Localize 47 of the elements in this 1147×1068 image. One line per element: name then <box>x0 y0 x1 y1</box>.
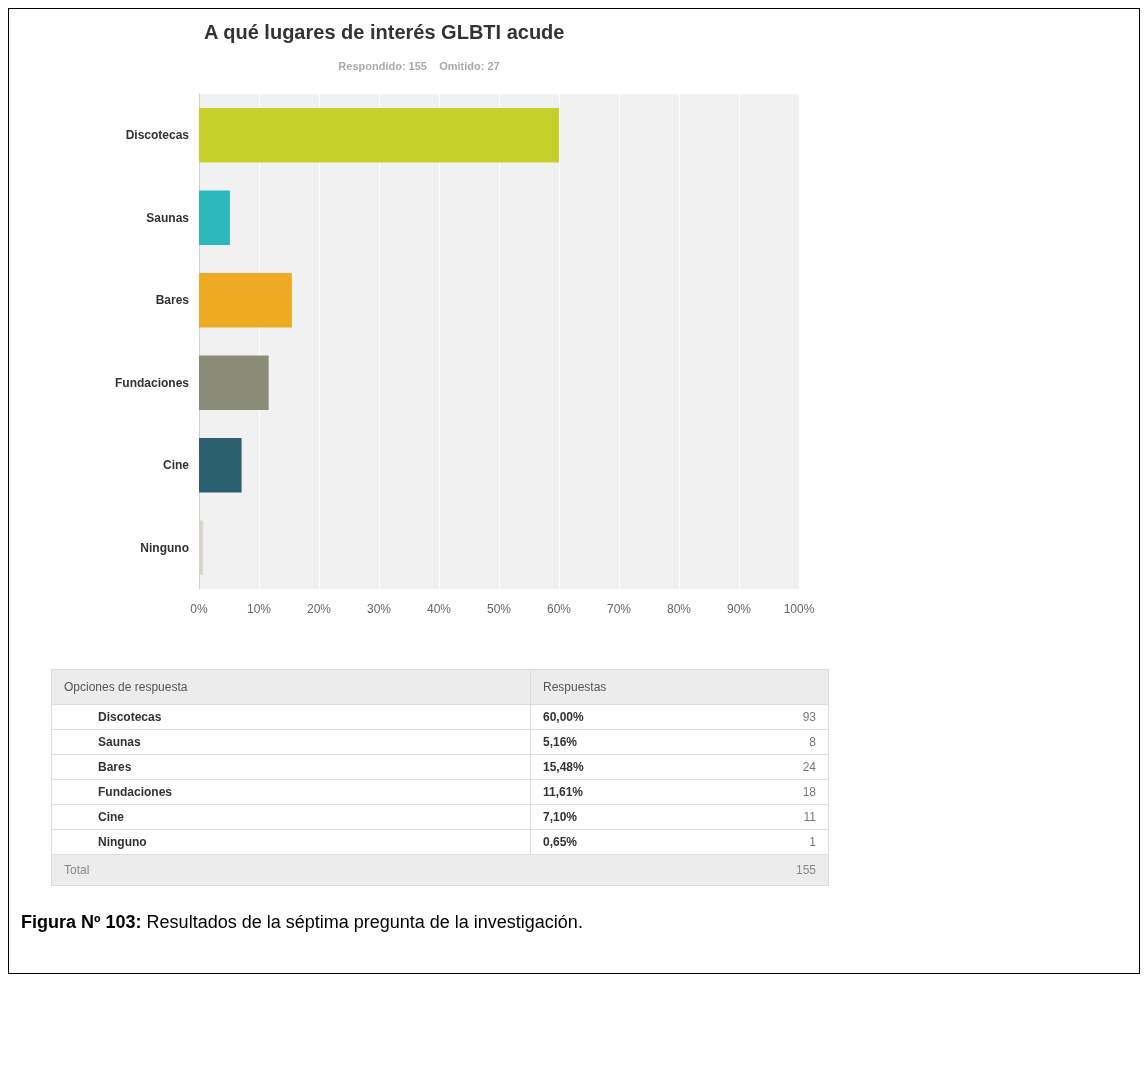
y-tick-label: Saunas <box>146 210 190 225</box>
bar <box>199 355 269 410</box>
x-tick-label: 70% <box>606 602 632 616</box>
x-tick-label: 30% <box>366 602 392 616</box>
x-tick-label: 50% <box>486 602 512 616</box>
y-tick-label: Cine <box>162 458 190 473</box>
text: 7,10% <box>543 810 578 824</box>
x-tick-label: 90% <box>726 602 752 616</box>
text: 11,61% <box>543 785 584 799</box>
category-label: Fundaciones <box>51 779 531 805</box>
text: 155 <box>707 854 829 886</box>
chart-title: A qué lugares de interés GLBTI acude <box>204 21 565 43</box>
data-label: 93 <box>707 704 829 730</box>
data-label: 1 <box>707 829 829 855</box>
y-tick-label: Bares <box>155 293 190 308</box>
text: Respuestas <box>530 669 829 705</box>
text: 60,00% <box>543 710 584 724</box>
data-label: 8 <box>707 729 829 755</box>
y-tick-label: Ninguno <box>140 540 189 555</box>
bar <box>199 190 230 245</box>
bar <box>199 273 292 328</box>
x-tick-label: 0% <box>190 602 208 616</box>
data-label: 18 <box>707 779 829 805</box>
bar <box>199 108 559 163</box>
text: 0,65% <box>543 835 578 849</box>
data-label: 24 <box>707 754 829 780</box>
x-tick-label: 60% <box>546 602 572 616</box>
data-label: 11 <box>707 804 829 830</box>
bar <box>199 438 242 493</box>
x-tick-label: 100% <box>783 602 815 616</box>
category-label: Cine <box>51 804 531 830</box>
category-label: Ninguno <box>51 829 531 855</box>
chart-subtitle: Respondido: 155 Omitido: 27 <box>338 59 500 72</box>
x-tick-label: 40% <box>426 602 452 616</box>
y-tick-label: Discotecas <box>125 128 190 143</box>
text: 5,16% <box>543 735 578 749</box>
x-tick-label: 10% <box>246 602 272 616</box>
y-tick-label: Fundaciones <box>114 375 190 390</box>
x-tick-label: 80% <box>666 602 692 616</box>
text: Figura Nº 103: Resultados de la séptima pregunta de la investigación. <box>21 912 584 933</box>
text: 15,48% <box>543 760 584 774</box>
text: Opciones de respuesta <box>51 669 531 705</box>
category-label: Bares <box>51 754 531 780</box>
category-label: Saunas <box>51 729 531 755</box>
text: Total <box>51 854 531 886</box>
x-tick-label: 20% <box>306 602 332 616</box>
category-label: Discotecas <box>51 704 531 730</box>
